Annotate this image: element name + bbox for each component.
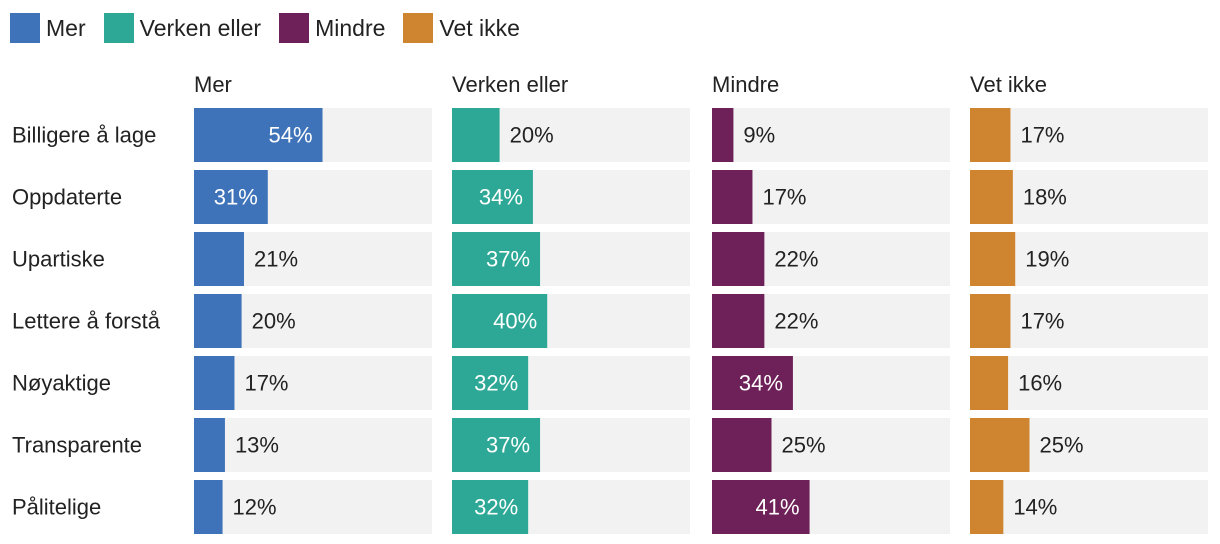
data-label: 34%	[739, 371, 783, 396]
legend-label: Verken eller	[139, 14, 262, 41]
data-label: 17%	[244, 371, 288, 396]
data-label: 31%	[214, 185, 258, 210]
bar	[970, 294, 1011, 348]
bar	[712, 418, 772, 472]
data-label: 37%	[486, 247, 530, 272]
bar	[712, 108, 734, 162]
legend-label: Vet ikke	[439, 14, 520, 41]
bar	[712, 170, 753, 224]
data-label: 20%	[252, 309, 296, 334]
legend: Mer Verken eller Mindre Vet ikke	[10, 12, 538, 44]
category-label: Lettere å forstå	[12, 309, 161, 334]
data-label: 22%	[774, 309, 818, 334]
category-label: Billigere å lage	[12, 123, 156, 148]
data-label: 17%	[762, 185, 806, 210]
bar	[712, 294, 765, 348]
category-label: Oppdaterte	[12, 185, 122, 210]
data-label: 17%	[1020, 123, 1064, 148]
category-label: Transparente	[12, 433, 142, 458]
data-label: 20%	[510, 123, 554, 148]
bar	[194, 170, 268, 224]
bar	[712, 232, 765, 286]
data-label: 14%	[1013, 495, 1057, 520]
legend-swatch	[403, 13, 434, 43]
bar	[452, 480, 529, 534]
data-label: 25%	[782, 433, 826, 458]
data-label: 37%	[486, 433, 530, 458]
bar	[194, 294, 242, 348]
data-label: 16%	[1018, 371, 1062, 396]
legend-label: Mer	[46, 14, 86, 41]
data-label: 54%	[268, 123, 312, 148]
panel-header: Mindre	[712, 72, 779, 97]
bar-track	[712, 108, 950, 162]
data-label: 18%	[1023, 185, 1067, 210]
data-label: 21%	[254, 247, 298, 272]
bar	[970, 356, 1009, 410]
bar-track	[194, 418, 432, 472]
data-label: 9%	[743, 123, 775, 148]
category-label: Pålitelige	[12, 495, 101, 520]
bar	[452, 294, 548, 348]
bar-track	[970, 480, 1208, 534]
legend-swatch	[279, 13, 310, 43]
bar	[452, 232, 541, 286]
legend-swatch	[103, 13, 134, 43]
bar	[712, 480, 810, 534]
bar	[194, 232, 244, 286]
legend-item: Mer	[10, 13, 86, 43]
bar	[970, 170, 1013, 224]
bar	[194, 108, 323, 162]
bar	[452, 418, 541, 472]
data-label: 12%	[233, 495, 277, 520]
legend-item: Vet ikke	[403, 13, 520, 43]
category-label: Nøyaktige	[12, 371, 111, 396]
legend-item: Mindre	[279, 13, 385, 43]
data-label: 32%	[474, 495, 518, 520]
data-label: 13%	[235, 433, 279, 458]
category-label: Upartiske	[12, 247, 105, 272]
data-label: 34%	[479, 185, 523, 210]
bar	[452, 170, 533, 224]
panel-header: Verken eller	[452, 72, 568, 97]
bar	[970, 480, 1004, 534]
bar	[970, 232, 1016, 286]
data-label: 32%	[474, 371, 518, 396]
legend-label: Mindre	[315, 14, 386, 41]
bar-track	[970, 356, 1208, 410]
data-label: 25%	[1040, 433, 1084, 458]
bar-track	[194, 480, 432, 534]
data-label: 19%	[1025, 247, 1069, 272]
bar	[452, 108, 500, 162]
data-label: 17%	[1020, 309, 1064, 334]
data-label: 22%	[774, 247, 818, 272]
panel-header: Mer	[194, 72, 232, 97]
bar	[970, 418, 1030, 472]
bar	[970, 108, 1011, 162]
data-label: 41%	[756, 495, 800, 520]
bar	[712, 356, 793, 410]
bar	[194, 356, 235, 410]
bar	[452, 356, 529, 410]
legend-item: Verken eller	[103, 13, 262, 43]
panel-header: Vet ikke	[970, 72, 1047, 97]
bar	[194, 418, 225, 472]
legend-swatch	[10, 13, 40, 43]
data-label: 40%	[493, 309, 537, 334]
bar	[194, 480, 223, 534]
